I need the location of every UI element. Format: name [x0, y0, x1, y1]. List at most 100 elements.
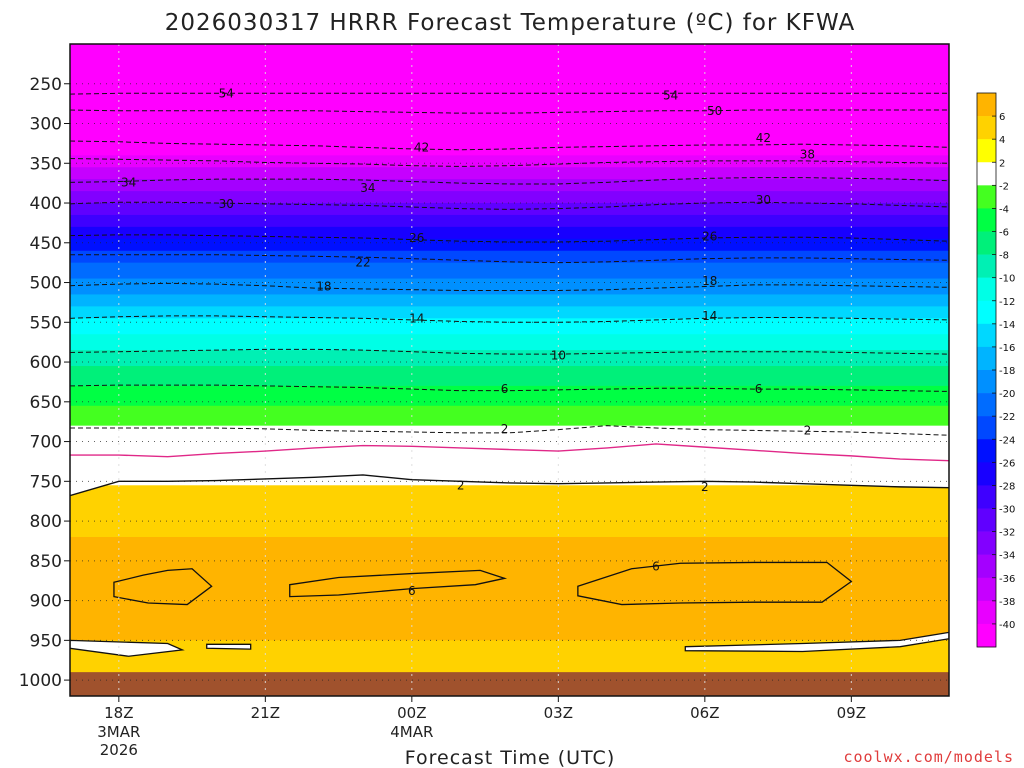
y-tick-label: 300: [30, 115, 62, 135]
contour-label: 42: [756, 131, 771, 145]
temperature-band: [70, 366, 949, 387]
legend-swatch: [977, 323, 996, 348]
y-tick-label: 1000: [19, 671, 62, 691]
contour-line: [70, 254, 949, 264]
legend-label: -40: [999, 620, 1015, 631]
legend-swatch: [977, 93, 996, 117]
contour-line: [70, 384, 949, 392]
y-tick-label: 450: [30, 234, 62, 254]
legend-swatch: [977, 162, 996, 186]
contour-label: 18: [702, 274, 717, 288]
legend-label: -36: [999, 574, 1015, 585]
x-tick-sublabel: 3MAR: [97, 723, 140, 741]
legend-label: -38: [999, 597, 1015, 608]
legend-swatch: [977, 116, 996, 140]
legend-colorbar: 6 4 2 -2 -4 -6 -8 -10 -12 -14 -16 -18 -20 -22 -24 -26 -2…: [976, 92, 1015, 648]
legend-label: -30: [999, 505, 1015, 516]
contour-label: 34: [360, 181, 375, 195]
contour-label: 42: [414, 140, 429, 154]
legend-label: -32: [999, 528, 1015, 539]
contour-label: 54: [219, 86, 234, 100]
temperature-band: [70, 44, 949, 156]
temperature-band: [70, 306, 949, 319]
y-tick-label: 700: [30, 433, 62, 453]
legend-label: -8: [999, 251, 1009, 262]
legend-label: -24: [999, 435, 1015, 446]
contour-label: 22: [355, 256, 370, 270]
grid-lines: [70, 44, 949, 696]
chart-title: 2026030317 HRRR Forecast Temperature (ºC…: [165, 10, 855, 36]
contour-label: 10: [551, 349, 566, 363]
contour-line: [70, 201, 949, 210]
contour-label: 50: [707, 104, 722, 118]
legend-label: -10: [999, 274, 1015, 285]
legend-swatch: [977, 370, 996, 394]
legend-swatch: [977, 416, 996, 440]
temperature-band: [70, 191, 949, 204]
x-tick-label: 00Z: [397, 704, 426, 722]
legend-label: 4: [999, 135, 1005, 146]
legend-label: -18: [999, 366, 1015, 377]
cool-pocket-2c: [206, 643, 252, 650]
legend-label: 6: [999, 112, 1005, 123]
y-tick-label: 250: [30, 75, 62, 95]
legend-swatch: [977, 508, 996, 532]
contour-label: 2: [804, 423, 812, 437]
temperature-band: [70, 318, 949, 335]
x-axis-label: Forecast Time (UTC): [405, 747, 615, 768]
temperature-band: [70, 278, 949, 295]
legend-label: -28: [999, 481, 1015, 492]
temperature-band: [70, 262, 949, 280]
legend-swatch: [977, 185, 996, 209]
temperature-band: [70, 405, 949, 427]
legend-swatch: [977, 346, 996, 371]
contour-label: 2: [501, 422, 509, 436]
y-tick-label: 800: [30, 512, 62, 532]
legend-swatch: [977, 254, 996, 278]
legend-label: -14: [999, 320, 1015, 331]
legend-label: -2: [999, 181, 1009, 192]
contour-label: 14: [702, 309, 717, 323]
legend-swatch: [977, 277, 996, 302]
contour-line: [70, 425, 949, 436]
contour-label: 54: [663, 89, 678, 103]
near-freezing-band: [70, 443, 949, 496]
contour-line: [70, 474, 949, 497]
legend-label: -4: [999, 204, 1009, 215]
legend-swatch: [977, 462, 996, 486]
legend-label: -20: [999, 389, 1015, 400]
contour-lines: [70, 92, 949, 497]
legend-swatch: [977, 600, 996, 625]
cool-pocket-2c: [70, 639, 185, 657]
contour-label: 6: [652, 559, 660, 573]
contour-line: [70, 109, 949, 114]
y-tick-label: 850: [30, 552, 62, 572]
x-tick-sublabel: 4MAR: [390, 723, 433, 741]
x-tick-label: 21Z: [251, 704, 280, 722]
cool-pocket-2c: [684, 631, 949, 653]
contour-line: [70, 140, 949, 151]
contour-label: 26: [702, 229, 717, 243]
x-tick-label: 06Z: [690, 704, 719, 722]
contour-label: 38: [800, 148, 815, 162]
legend-label: -26: [999, 458, 1015, 469]
contour-line: [70, 234, 949, 243]
contour-line: [70, 177, 949, 185]
legend-label: -6: [999, 228, 1009, 239]
y-tick-label: 500: [30, 274, 62, 294]
credit-link[interactable]: coolwx.com/models: [843, 748, 1014, 766]
x-tick-label: 09Z: [837, 704, 866, 722]
contour-label: 6: [755, 382, 763, 396]
legend-label: -16: [999, 343, 1015, 354]
contour-label: 2: [457, 478, 465, 492]
legend-swatch: [977, 393, 996, 417]
contour-label: 6: [501, 382, 509, 396]
y-tick-label: 900: [30, 592, 62, 612]
legend-swatch: [977, 439, 996, 463]
legend-label: -22: [999, 412, 1015, 423]
temperature-bands: [70, 44, 949, 673]
temperature-band: [70, 334, 949, 351]
